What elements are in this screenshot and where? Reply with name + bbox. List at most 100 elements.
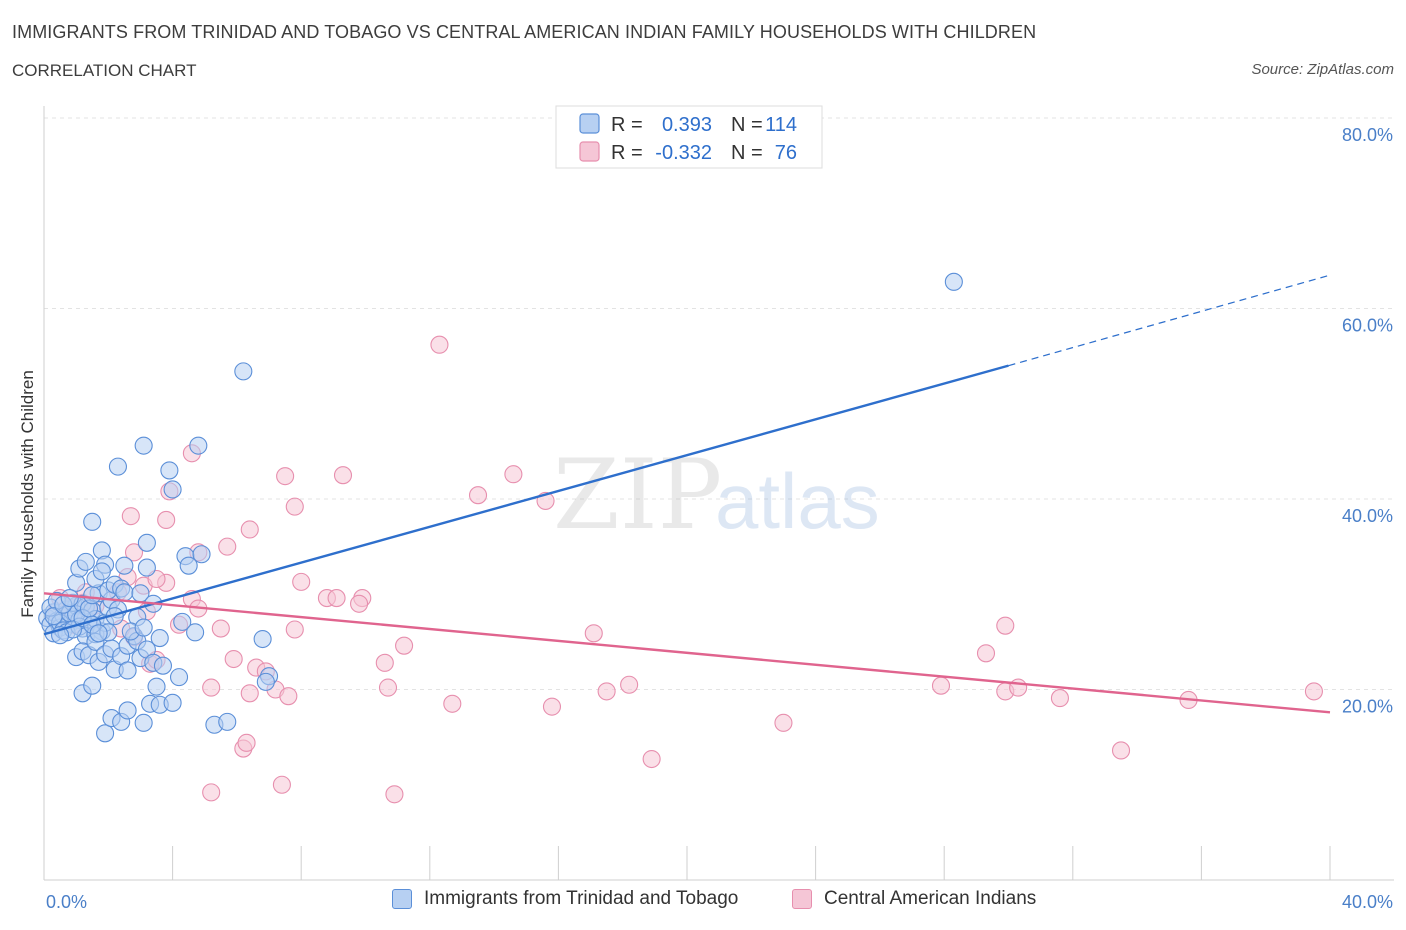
point-central-american-indians [642, 749, 661, 769]
legend-blue-r-label: R = [611, 114, 643, 136]
y-axis-label: Family Households with Children [18, 370, 37, 618]
point-central-american-indians [584, 624, 603, 643]
point-trinidad-tobago [92, 562, 111, 581]
legend-swatch-pink [579, 141, 600, 162]
point-trinidad-tobago [150, 629, 169, 648]
series-central-american-indians [47, 335, 1323, 804]
legend-swatch-central-american-indians [792, 889, 812, 909]
point-central-american-indians [1111, 741, 1131, 760]
point-central-american-indians [996, 616, 1015, 635]
legend-blue-n-label: N = [731, 114, 763, 136]
point-trinidad-tobago [218, 712, 237, 731]
x-tick-label-0: 0.0% [46, 892, 87, 912]
y-tick-labels: 20.0% 40.0% 60.0% 80.0% [1342, 125, 1393, 717]
trend-line-trinidad-tobago [43, 364, 1009, 636]
point-trinidad-tobago [234, 362, 253, 381]
correlation-legend: R = 0.393 N = 114 R = -0.332 N = 76 [555, 105, 823, 169]
point-central-american-indians [468, 486, 488, 505]
x-tick-label-1: 40.0% [1342, 892, 1393, 912]
point-central-american-indians [333, 466, 353, 485]
point-central-american-indians [350, 594, 369, 613]
watermark-atlas: atlas [715, 457, 880, 545]
point-central-american-indians [121, 507, 140, 526]
point-central-american-indians [597, 682, 616, 701]
point-central-american-indians [774, 713, 793, 732]
point-trinidad-tobago [115, 556, 134, 575]
point-central-american-indians [395, 636, 414, 655]
legend-pink-n-label: N = [731, 142, 763, 164]
point-trinidad-tobago [137, 558, 156, 577]
trend-lines [43, 274, 1331, 714]
point-trinidad-tobago [163, 480, 182, 499]
legend-blue-r-value: 0.393 [662, 114, 712, 136]
watermark-zip: ZIP [553, 439, 722, 551]
point-trinidad-tobago [76, 552, 95, 571]
point-trinidad-tobago [253, 629, 272, 649]
axes [43, 106, 1394, 881]
legend-label-trinidad-tobago: Immigrants from Trinidad and Tobago [424, 888, 739, 909]
point-trinidad-tobago [160, 461, 179, 480]
y-tick-label-3: 80.0% [1342, 125, 1393, 145]
point-trinidad-tobago [118, 661, 137, 680]
point-trinidad-tobago [256, 672, 275, 691]
point-central-american-indians [285, 620, 304, 639]
point-trinidad-tobago [147, 677, 166, 696]
point-central-american-indians [202, 783, 221, 802]
y-tick-label-2: 60.0% [1342, 316, 1393, 336]
legend-swatch-trinidad-tobago [392, 889, 412, 909]
legend-blue-n-value: 114 [765, 114, 797, 136]
point-central-american-indians [327, 589, 346, 608]
point-trinidad-tobago [108, 457, 127, 476]
point-central-american-indians [375, 653, 394, 672]
point-trinidad-tobago [60, 589, 79, 608]
point-central-american-indians [430, 335, 449, 354]
point-trinidad-tobago [134, 436, 153, 455]
trend-line-central-american-indians [43, 592, 1331, 714]
point-central-american-indians [272, 775, 291, 794]
point-trinidad-tobago [173, 612, 192, 631]
point-central-american-indians [378, 678, 398, 697]
x-tick-labels: 0.0% 40.0% [46, 892, 1393, 912]
point-central-american-indians [224, 649, 243, 669]
point-central-american-indians [504, 465, 523, 484]
point-trinidad-tobago [118, 701, 137, 720]
point-trinidad-tobago [137, 533, 156, 552]
point-central-american-indians [931, 676, 951, 695]
legend-item-central-american-indians: Central American Indians [792, 888, 1036, 910]
point-trinidad-tobago [186, 623, 205, 642]
point-central-american-indians [1050, 689, 1069, 708]
legend-swatch-blue [579, 113, 600, 134]
legend-pink-r-value: -0.332 [655, 142, 712, 164]
point-trinidad-tobago [192, 545, 211, 564]
point-central-american-indians [157, 510, 176, 530]
chart-subtitle: CORRELATION CHART [12, 61, 197, 80]
source-credit: Source: ZipAtlas.com [1251, 61, 1394, 78]
point-trinidad-tobago [96, 724, 115, 743]
chart-title: IMMIGRANTS FROM TRINIDAD AND TOBAGO VS C… [12, 22, 1037, 42]
legend-item-trinidad-tobago: Immigrants from Trinidad and Tobago [392, 888, 738, 910]
point-trinidad-tobago [944, 272, 963, 291]
point-central-american-indians [292, 572, 311, 591]
point-central-american-indians [276, 467, 295, 486]
legend-pink-n-value: 76 [775, 142, 797, 164]
point-central-american-indians [443, 694, 462, 713]
trend-line-trinidad-tobago-extension [1008, 274, 1331, 367]
point-central-american-indians [211, 619, 230, 638]
point-central-american-indians [240, 520, 259, 539]
point-trinidad-tobago [134, 713, 153, 732]
point-central-american-indians [1304, 682, 1323, 701]
point-trinidad-tobago [89, 624, 108, 643]
point-central-american-indians [542, 697, 562, 716]
point-trinidad-tobago [83, 586, 102, 605]
point-central-american-indians [620, 675, 639, 694]
point-trinidad-tobago [163, 693, 182, 712]
point-central-american-indians [240, 684, 259, 703]
legend-label-central-american-indians: Central American Indians [824, 888, 1037, 909]
point-trinidad-tobago [153, 656, 173, 675]
point-trinidad-tobago [83, 676, 102, 695]
point-central-american-indians [237, 733, 256, 752]
point-trinidad-tobago [134, 618, 153, 637]
y-tick-label-1: 40.0% [1342, 506, 1393, 526]
point-trinidad-tobago [115, 583, 134, 602]
